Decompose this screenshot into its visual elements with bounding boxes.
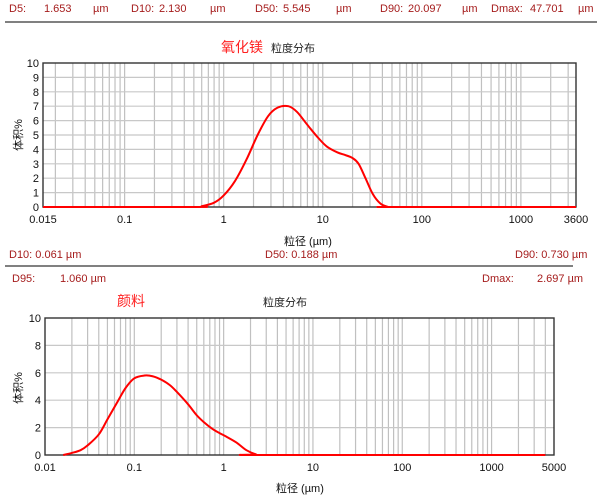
- chart1-xlabel: 粒径 (µm): [284, 236, 332, 248]
- x-tick-label: 3600: [564, 214, 588, 226]
- chart2-xlabel: 粒径 (µm): [276, 483, 324, 495]
- chart2-subtitle: 粒度分布: [263, 297, 307, 309]
- distribution-curve: [42, 104, 576, 209]
- dmax-value: 47.701: [530, 3, 564, 15]
- chart2-d95-label: D95:: [12, 273, 36, 285]
- chart1-plot: 0 1 2 3 4 5 6 7 8 9 10 0.015 0.1 1 10 100 1000 3600: [27, 58, 588, 226]
- y-tick-label: 3: [33, 159, 39, 171]
- x-tick-label: 0.1: [127, 462, 142, 474]
- x-tick-label: 1: [221, 462, 227, 474]
- y-tick-label: 4: [33, 144, 39, 156]
- x-tick-label: 1000: [509, 214, 533, 226]
- d5-unit: µm: [93, 3, 109, 15]
- y-tick-label: 6: [35, 368, 41, 380]
- d10-unit: µm: [210, 3, 226, 15]
- y-tick-label: 10: [29, 313, 41, 325]
- y-tick-label: 10: [27, 58, 39, 70]
- x-tick-label: 0.1: [117, 214, 132, 226]
- y-tick-label: 8: [33, 87, 39, 99]
- d10-label: D10:: [131, 3, 155, 15]
- y-tick-label: 5: [33, 130, 39, 142]
- y-tick-label: 7: [33, 101, 39, 113]
- y-tick-label: 0: [33, 202, 39, 214]
- y-tick-label: 6: [33, 116, 39, 128]
- plot-frame: [42, 62, 577, 208]
- chart1-title: 氧化镁: [221, 39, 263, 55]
- y-tick-label: 4: [35, 395, 41, 407]
- x-tick-label: 100: [413, 214, 431, 226]
- y-tick-label: 8: [35, 340, 41, 352]
- dmax-label: Dmax:: [491, 3, 523, 15]
- x-tick-label: 5000: [542, 462, 566, 474]
- d50-unit: µm: [336, 3, 352, 15]
- divider: [5, 21, 597, 23]
- d10-value: 2.130: [159, 3, 187, 15]
- d50-label: D50:: [255, 3, 279, 15]
- x-tick-label: 1000: [479, 462, 503, 474]
- d5-label: D5:: [9, 3, 27, 15]
- chart2-d10: D10: 0.061 µm: [9, 249, 82, 261]
- x-tick-label: 10: [307, 462, 319, 474]
- x-tick-label: 0.015: [29, 214, 57, 226]
- d90-label: D90:: [380, 3, 404, 15]
- chart2-dmax-label: Dmax:: [482, 273, 514, 285]
- x-tick-label: 100: [393, 462, 411, 474]
- x-tick-label: 10: [317, 214, 329, 226]
- distribution-curve: [63, 374, 546, 457]
- x-tick-label: 0.01: [34, 462, 55, 474]
- y-tick-label: 2: [35, 423, 41, 435]
- d90-value: 20.097: [408, 3, 442, 15]
- x-tick-label: 1: [221, 214, 227, 226]
- d90-unit: µm: [462, 3, 478, 15]
- y-tick-label: 2: [33, 173, 39, 185]
- divider: [5, 265, 573, 267]
- chart2-d50: D50: 0.188 µm: [265, 249, 338, 261]
- chart2-d95-value: 1.060 µm: [60, 273, 107, 285]
- d5-value: 1.653: [44, 3, 72, 15]
- d50-value: 5.545: [283, 3, 311, 15]
- chart2-title: 颜料: [117, 293, 145, 309]
- y-tick-label: 1: [33, 188, 39, 200]
- chart2-dmax-value: 2.697 µm: [537, 273, 584, 285]
- chart1-subtitle: 粒度分布: [271, 43, 315, 55]
- dmax-unit: µm: [578, 3, 594, 15]
- y-tick-label: 0: [35, 450, 41, 462]
- y-tick-label: 9: [33, 72, 39, 84]
- chart2-d90: D90: 0.730 µm: [515, 249, 588, 261]
- chart2-plot: 0 2 4 6 8 10 0.01 0.1 1 10 100 1000 5000: [29, 313, 566, 474]
